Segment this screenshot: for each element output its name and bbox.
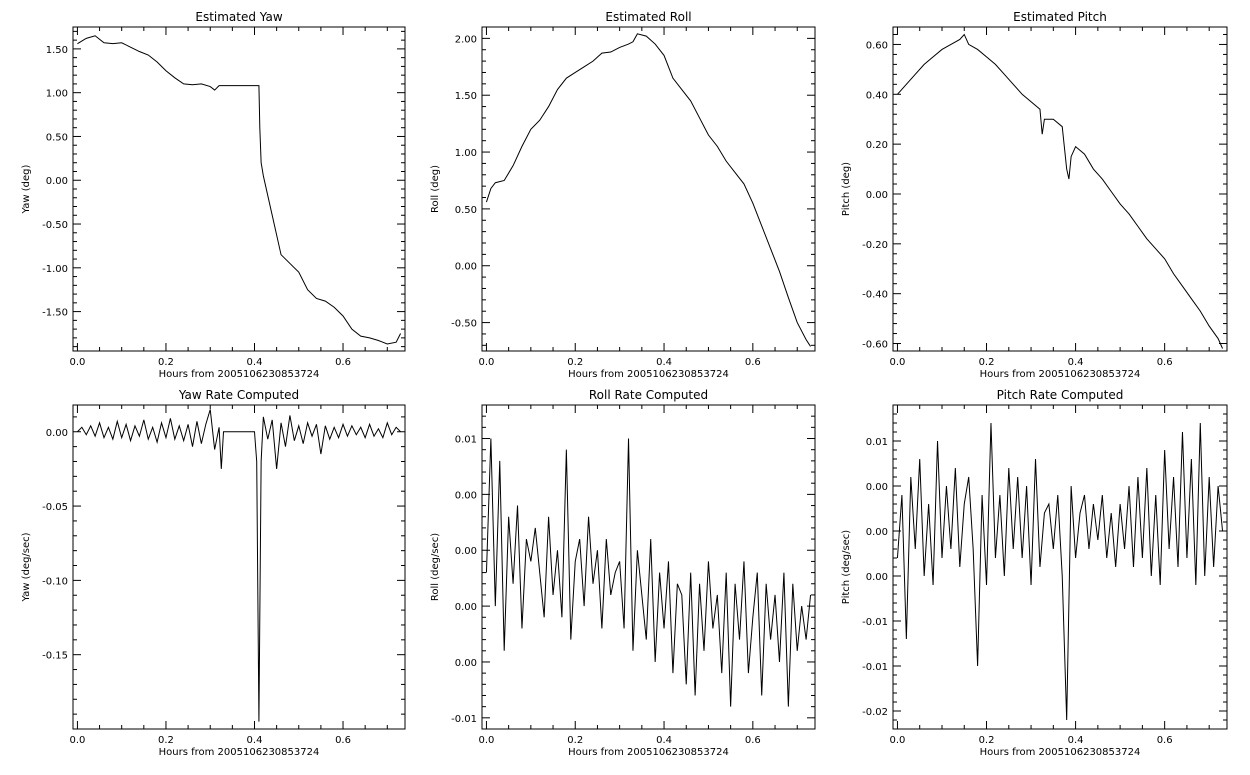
x-axis-label: Hours from 2005106230853724	[568, 747, 729, 758]
x-axis-label: Hours from 2005106230853724	[159, 747, 320, 758]
x-tick-label: 0.0	[69, 357, 85, 368]
x-tick-label: 0.4	[1068, 735, 1084, 746]
x-tick-label: 0.2	[979, 357, 995, 368]
plot-frame	[72, 404, 406, 730]
panel-4: Yaw Rate Computed Hours from 200510623085…	[21, 388, 406, 758]
y-tick-label: -0.02	[862, 707, 888, 718]
y-tick-label: 0.00	[455, 490, 477, 501]
x-tick-label: 0.0	[890, 735, 906, 746]
y-tick-label: 0.00	[455, 262, 477, 273]
y-tick-label: 1.50	[46, 45, 68, 56]
y-tick-label: -0.01	[451, 714, 477, 725]
y-tick-label: 0.00	[866, 527, 888, 538]
y-tick-label: -0.15	[42, 651, 68, 662]
y-tick-label: 0.40	[866, 90, 888, 101]
series-line	[77, 35, 402, 345]
y-tick-label: -0.01	[862, 617, 888, 628]
y-tick-label: 0.50	[455, 205, 477, 216]
x-tick-label: 0.2	[979, 735, 995, 746]
y-tick-label: -0.50	[42, 220, 68, 231]
y-tick-label: 0.00	[455, 602, 477, 613]
y-tick-label: 1.00	[455, 148, 477, 159]
y-tick-label: 0.00	[455, 546, 477, 557]
x-tick-label: 0.6	[335, 357, 351, 368]
y-axis-label: Yaw (deg)	[21, 164, 32, 214]
chart-title: Yaw Rate Computed	[178, 388, 299, 402]
y-tick-label: -0.20	[862, 240, 888, 251]
x-tick-label: 0.2	[567, 357, 583, 368]
y-axis-label: Roll (deg/sec)	[430, 533, 441, 601]
x-tick-label: 0.4	[656, 357, 672, 368]
y-tick-label: 0.00	[866, 190, 888, 201]
plot-frame	[481, 26, 816, 352]
y-axis-label: Pitch (deg)	[841, 162, 852, 216]
y-tick-label: 0.60	[866, 40, 888, 51]
plot-frame	[892, 404, 1228, 730]
panel-5: Roll Rate Computed Hours from 20051062308…	[430, 388, 816, 758]
x-tick-label: 0.0	[69, 735, 85, 746]
series-line	[485, 33, 811, 347]
y-tick-label: -0.50	[451, 319, 477, 330]
chart-title: Estimated Yaw	[195, 10, 282, 24]
panel-3: Estimated Pitch Hours from 20051062308537…	[841, 10, 1228, 380]
x-axis-label: Hours from 2005106230853724	[159, 369, 320, 380]
x-tick-label: 0.6	[1157, 357, 1173, 368]
y-tick-label: 0.00	[46, 176, 68, 187]
series-line	[485, 438, 812, 707]
series-line	[77, 409, 401, 722]
x-tick-label: 0.4	[656, 735, 672, 746]
y-tick-label: 0.00	[455, 658, 477, 669]
x-tick-label: 0.6	[745, 357, 761, 368]
chart-title: Estimated Roll	[605, 10, 691, 24]
series-line	[896, 422, 1224, 721]
y-tick-label: -1.00	[42, 264, 68, 275]
x-tick-label: 0.2	[158, 735, 174, 746]
y-tick-label: 0.20	[866, 140, 888, 151]
x-tick-label: 0.4	[247, 735, 263, 746]
x-tick-label: 0.0	[890, 357, 906, 368]
x-tick-label: 0.4	[1068, 357, 1084, 368]
x-tick-label: 0.2	[567, 735, 583, 746]
y-tick-label: 2.00	[455, 34, 477, 45]
series-line	[897, 33, 1224, 349]
y-tick-label: -1.50	[42, 308, 68, 319]
x-tick-label: 0.6	[745, 735, 761, 746]
y-tick-label: -0.05	[42, 502, 68, 513]
plot-frame	[892, 26, 1228, 352]
y-tick-label: -0.60	[862, 340, 888, 351]
y-tick-label: -0.01	[862, 662, 888, 673]
y-tick-label: -0.40	[862, 290, 888, 301]
panel-2: Estimated Roll Hours from 200510623085372…	[430, 10, 816, 380]
y-tick-label: -0.10	[42, 576, 68, 587]
x-tick-label: 0.4	[247, 357, 263, 368]
y-tick-label: 1.50	[455, 91, 477, 102]
panel-6: Pitch Rate Computed Hours from 2005106230…	[841, 388, 1228, 758]
x-tick-label: 0.0	[478, 357, 494, 368]
y-axis-label: Yaw (deg/sec)	[21, 532, 32, 602]
chart-title: Pitch Rate Computed	[997, 388, 1124, 402]
x-tick-label: 0.6	[1157, 735, 1173, 746]
x-tick-label: 0.6	[335, 735, 351, 746]
x-tick-label: 0.2	[158, 357, 174, 368]
y-axis-label: Pitch (deg/sec)	[841, 530, 852, 605]
plot-frame	[72, 26, 406, 352]
x-axis-label: Hours from 2005106230853724	[980, 747, 1141, 758]
y-tick-label: 0.50	[46, 132, 68, 143]
y-tick-label: 0.00	[866, 572, 888, 583]
y-tick-label: 0.01	[455, 435, 477, 446]
panel-1: Estimated Yaw Hours from 2005106230853724…	[21, 10, 406, 380]
plot-frame	[481, 404, 816, 730]
y-tick-label: 0.01	[866, 437, 888, 448]
x-axis-label: Hours from 2005106230853724	[980, 369, 1141, 380]
y-axis-label: Roll (deg)	[430, 165, 441, 213]
chart-title: Roll Rate Computed	[589, 388, 708, 402]
y-tick-label: 0.00	[46, 428, 68, 439]
x-tick-label: 0.0	[478, 735, 494, 746]
chart-title: Estimated Pitch	[1013, 10, 1107, 24]
y-tick-label: 1.00	[46, 89, 68, 100]
x-axis-label: Hours from 2005106230853724	[568, 369, 729, 380]
y-tick-label: 0.00	[866, 482, 888, 493]
